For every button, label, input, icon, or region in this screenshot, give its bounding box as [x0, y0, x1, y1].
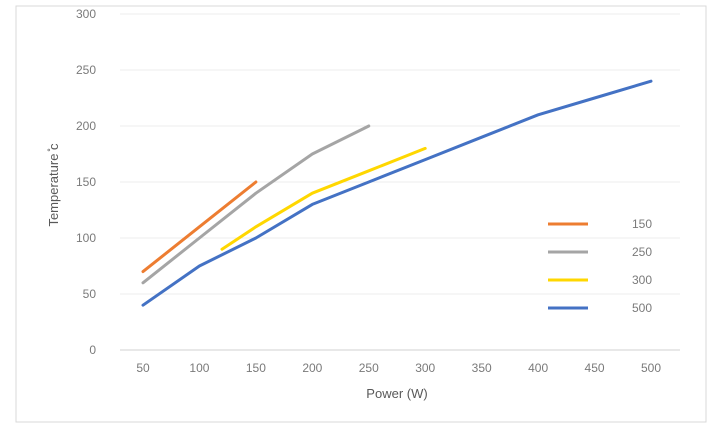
y-axis-title: Temperature ̊c [46, 143, 61, 227]
legend-label: 250 [632, 245, 652, 259]
y-tick-label: 50 [83, 287, 97, 301]
y-tick-label: 200 [76, 119, 96, 133]
x-tick-label: 400 [528, 361, 548, 375]
x-tick-label: 500 [641, 361, 661, 375]
y-tick-label: 250 [76, 63, 96, 77]
y-axis-ticks: 0 50 100 150 200 250 300 [76, 7, 96, 357]
series-line-300 [220, 146, 427, 251]
x-axis-title: Power (W) [366, 386, 427, 401]
legend: 150 250 300 500 [548, 217, 652, 315]
series-line-250 [141, 124, 371, 285]
x-tick-label: 450 [585, 361, 605, 375]
x-tick-label: 50 [136, 361, 150, 375]
x-tick-label: 150 [246, 361, 266, 375]
x-axis-ticks: 50 100 150 200 250 300 350 400 450 500 [136, 361, 661, 375]
series-line-500 [141, 79, 653, 307]
y-tick-label: 0 [89, 343, 96, 357]
chart-border [15, 5, 707, 423]
legend-label: 500 [632, 301, 652, 315]
y-tick-label: 150 [76, 175, 96, 189]
x-tick-label: 250 [359, 361, 379, 375]
legend-label: 150 [632, 217, 652, 231]
series-lines [141, 79, 653, 307]
x-tick-label: 350 [472, 361, 492, 375]
legend-label: 300 [632, 273, 652, 287]
gridlines [120, 13, 680, 351]
x-tick-label: 300 [415, 361, 435, 375]
x-tick-label: 100 [189, 361, 209, 375]
series-line-150 [141, 180, 258, 274]
x-tick-label: 200 [302, 361, 322, 375]
y-tick-label: 100 [76, 231, 96, 245]
y-tick-label: 300 [76, 7, 96, 21]
